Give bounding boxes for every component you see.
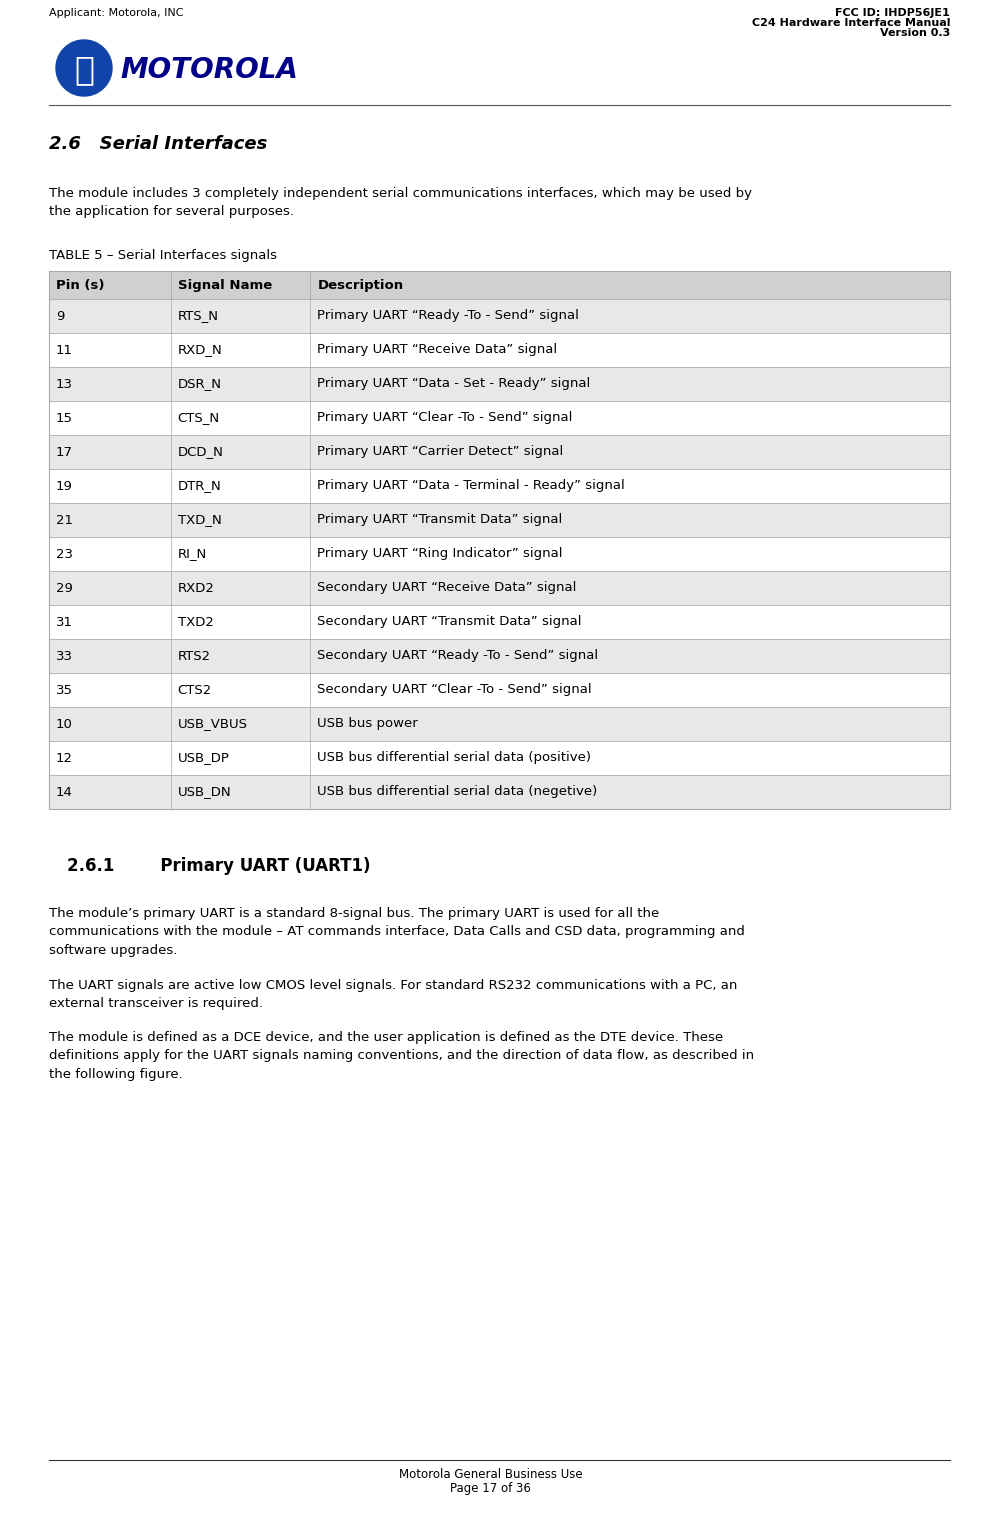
Text: Applicant: Motorola, INC: Applicant: Motorola, INC [49,8,183,18]
Text: Secondary UART “Transmit Data” signal: Secondary UART “Transmit Data” signal [317,615,582,628]
Bar [49,272,950,299]
Text: The module’s primary UART is a standard 8-signal bus. The primary UART is used f: The module’s primary UART is a standard … [49,906,745,956]
Text: RXD2: RXD2 [178,581,215,595]
Text: Primary UART “Ring Indicator” signal: Primary UART “Ring Indicator” signal [317,548,563,560]
Text: Page 17 of 36: Page 17 of 36 [450,1482,531,1495]
Text: USB bus differential serial data (positive): USB bus differential serial data (positi… [317,751,592,765]
Text: 14: 14 [56,785,73,798]
Text: RI_N: RI_N [178,548,207,560]
Bar [49,469,950,502]
Text: 2.6   Serial Interfaces: 2.6 Serial Interfaces [49,135,268,153]
Text: FCC ID: IHDP56JE1: FCC ID: IHDP56JE1 [835,8,950,18]
Text: RTS2: RTS2 [178,650,211,662]
Bar [49,436,950,469]
Text: Secondary UART “Ready -To - Send” signal: Secondary UART “Ready -To - Send” signal [317,650,598,662]
Bar [49,332,950,367]
Text: Signal Name: Signal Name [178,278,272,291]
Text: MOTOROLA: MOTOROLA [120,56,298,83]
Text: RTS_N: RTS_N [178,310,219,322]
Bar [49,672,950,707]
Text: Motorola General Business Use: Motorola General Business Use [398,1468,583,1482]
Text: USB_VBUS: USB_VBUS [178,718,247,730]
Text: Primary UART “Data - Terminal - Ready” signal: Primary UART “Data - Terminal - Ready” s… [317,480,625,492]
Polygon shape [56,39,112,96]
Bar [49,741,950,776]
Text: RXD_N: RXD_N [178,343,223,357]
Text: 15: 15 [56,411,73,425]
Text: 12: 12 [56,751,73,765]
Text: 23: 23 [56,548,73,560]
Text: Ⓜ: Ⓜ [74,53,94,87]
Text: Description: Description [317,278,403,291]
Text: TXD2: TXD2 [178,615,214,628]
Bar [49,776,950,809]
Text: 33: 33 [56,650,73,662]
Text: USB_DP: USB_DP [178,751,230,765]
Text: 10: 10 [56,718,73,730]
Text: TXD_N: TXD_N [178,513,222,527]
Text: 13: 13 [56,378,73,390]
Bar [49,272,950,809]
Text: USB bus differential serial data (negetive): USB bus differential serial data (negeti… [317,785,597,798]
Text: Primary UART “Clear -To - Send” signal: Primary UART “Clear -To - Send” signal [317,411,573,425]
Text: 9: 9 [56,310,65,322]
Text: Secondary UART “Clear -To - Send” signal: Secondary UART “Clear -To - Send” signal [317,683,592,697]
Text: DCD_N: DCD_N [178,445,224,458]
Text: 21: 21 [56,513,73,527]
Bar [49,707,950,741]
Text: 2.6.1        Primary UART (UART1): 2.6.1 Primary UART (UART1) [67,858,371,874]
Text: The UART signals are active low CMOS level signals. For standard RS232 communica: The UART signals are active low CMOS lev… [49,979,738,1011]
Text: The module includes 3 completely independent serial communications interfaces, w: The module includes 3 completely indepen… [49,187,752,219]
Bar [49,367,950,401]
Text: DTR_N: DTR_N [178,480,222,492]
Bar [49,571,950,606]
Text: 17: 17 [56,445,73,458]
Bar [49,401,950,436]
Text: C24 Hardware Interface Manual: C24 Hardware Interface Manual [751,18,950,27]
Text: 35: 35 [56,683,73,697]
Bar [49,639,950,672]
Text: 29: 29 [56,581,73,595]
Text: Primary UART “Receive Data” signal: Primary UART “Receive Data” signal [317,343,557,357]
Text: Primary UART “Carrier Detect” signal: Primary UART “Carrier Detect” signal [317,445,563,458]
Text: TABLE 5 – Serial Interfaces signals: TABLE 5 – Serial Interfaces signals [49,249,277,263]
Bar [49,537,950,571]
Text: Pin (s): Pin (s) [56,278,105,291]
Text: DSR_N: DSR_N [178,378,222,390]
Text: CTS_N: CTS_N [178,411,220,425]
Bar [49,606,950,639]
Text: USB bus power: USB bus power [317,718,418,730]
Text: The module is defined as a DCE device, and the user application is defined as th: The module is defined as a DCE device, a… [49,1031,754,1081]
Text: Primary UART “Data - Set - Ready” signal: Primary UART “Data - Set - Ready” signal [317,378,591,390]
Text: Primary UART “Transmit Data” signal: Primary UART “Transmit Data” signal [317,513,562,527]
Text: Version 0.3: Version 0.3 [880,27,950,38]
Text: 19: 19 [56,480,73,492]
Bar [49,299,950,332]
Text: CTS2: CTS2 [178,683,212,697]
Text: Secondary UART “Receive Data” signal: Secondary UART “Receive Data” signal [317,581,577,595]
Text: 31: 31 [56,615,73,628]
Text: USB_DN: USB_DN [178,785,232,798]
Text: Primary UART “Ready -To - Send” signal: Primary UART “Ready -To - Send” signal [317,310,579,322]
Bar [49,502,950,537]
Text: 11: 11 [56,343,73,357]
